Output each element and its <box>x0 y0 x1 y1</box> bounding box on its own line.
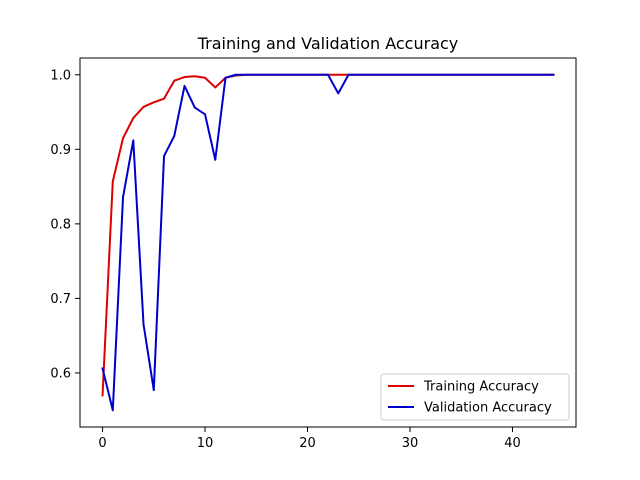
validation-accuracy-point <box>378 73 381 76</box>
training-accuracy-point <box>183 76 186 78</box>
validation-accuracy-point <box>347 73 350 76</box>
validation-accuracy-point <box>532 73 534 76</box>
validation-accuracy-point <box>183 85 186 87</box>
legend-box <box>380 373 570 421</box>
y-tick-label: 0.6 <box>50 366 71 381</box>
validation-accuracy-point <box>152 389 155 391</box>
x-tick-label: 10 <box>197 436 214 451</box>
validation-accuracy-point <box>368 73 370 76</box>
validation-accuracy-point <box>470 73 473 76</box>
legend: Training Accuracy Validation Accuracy <box>380 373 570 421</box>
validation-accuracy-point <box>111 409 114 412</box>
validation-accuracy-point <box>409 73 411 76</box>
training-accuracy-point <box>173 79 176 82</box>
validation-accuracy-point <box>296 73 299 76</box>
validation-accuracy-point <box>193 106 196 109</box>
validation-accuracy-point <box>460 73 463 76</box>
validation-accuracy-point <box>132 139 135 142</box>
validation-accuracy-point <box>552 73 555 76</box>
validation-accuracy-point <box>286 73 288 76</box>
validation-accuracy-point <box>306 73 309 76</box>
x-tick-label: 0 <box>98 436 106 451</box>
validation-accuracy-point <box>275 73 278 76</box>
plot-frame <box>79 57 577 428</box>
validation-accuracy-point <box>163 155 165 157</box>
training-accuracy-point <box>152 101 155 104</box>
training-accuracy-point <box>101 394 104 397</box>
y-tick-label: 0.7 <box>50 292 71 307</box>
validation-accuracy-point <box>450 73 452 76</box>
validation-accuracy-point <box>245 73 247 76</box>
validation-accuracy-point <box>234 73 237 76</box>
validation-accuracy-point <box>542 73 545 76</box>
validation-accuracy-point <box>491 73 493 76</box>
training-accuracy-line <box>101 73 555 397</box>
training-accuracy-points <box>101 73 555 397</box>
validation-accuracy-point <box>511 73 514 76</box>
series-layer <box>101 73 555 412</box>
training-accuracy-point <box>132 117 135 119</box>
validation-accuracy-point <box>501 73 504 76</box>
validation-accuracy-point <box>214 158 217 161</box>
training-accuracy-point <box>111 180 114 183</box>
validation-accuracy-point <box>388 73 391 76</box>
validation-accuracy-point <box>521 73 524 76</box>
validation-accuracy-point <box>439 73 442 76</box>
validation-accuracy-line <box>101 73 555 412</box>
training-accuracy-point <box>204 76 206 79</box>
training-accuracy-point <box>214 86 217 89</box>
training-accuracy-point <box>163 97 165 100</box>
validation-accuracy-point <box>101 367 104 370</box>
axes-layer: 0 10 20 30 40 0.6 0.7 0.8 0.9 1.0 <box>50 57 577 451</box>
x-tick-label: 20 <box>299 436 316 451</box>
validation-accuracy-point <box>142 323 145 326</box>
y-tick-label: 0.8 <box>50 217 71 232</box>
validation-accuracy-point <box>265 73 268 76</box>
validation-accuracy-legend-label: Validation Accuracy <box>424 401 552 416</box>
validation-accuracy-point <box>480 73 483 76</box>
validation-accuracy-point <box>204 113 206 116</box>
validation-accuracy-point <box>357 73 360 76</box>
training-accuracy-point <box>142 105 145 108</box>
validation-accuracy-point <box>429 73 432 76</box>
validation-accuracy-point <box>255 73 258 76</box>
training-accuracy-point <box>193 75 196 78</box>
training-accuracy-point <box>337 73 340 76</box>
validation-accuracy-point <box>327 73 329 76</box>
x-tick-label: 40 <box>504 436 521 451</box>
validation-accuracy-point <box>419 73 422 76</box>
training-accuracy-point <box>122 137 124 140</box>
validation-accuracy-point <box>398 73 401 76</box>
chart-title: Training and Validation Accuracy <box>197 34 459 53</box>
validation-accuracy-point <box>122 196 124 198</box>
validation-accuracy-points <box>101 73 555 412</box>
validation-accuracy-point <box>173 135 176 137</box>
y-tick-label: 1.0 <box>50 68 71 83</box>
training-accuracy-legend-label: Training Accuracy <box>423 380 539 395</box>
validation-accuracy-point <box>224 76 227 79</box>
y-tick-label: 0.9 <box>50 143 71 158</box>
x-tick-label: 30 <box>402 436 419 451</box>
validation-accuracy-point <box>316 73 319 76</box>
validation-accuracy-point <box>337 92 340 95</box>
